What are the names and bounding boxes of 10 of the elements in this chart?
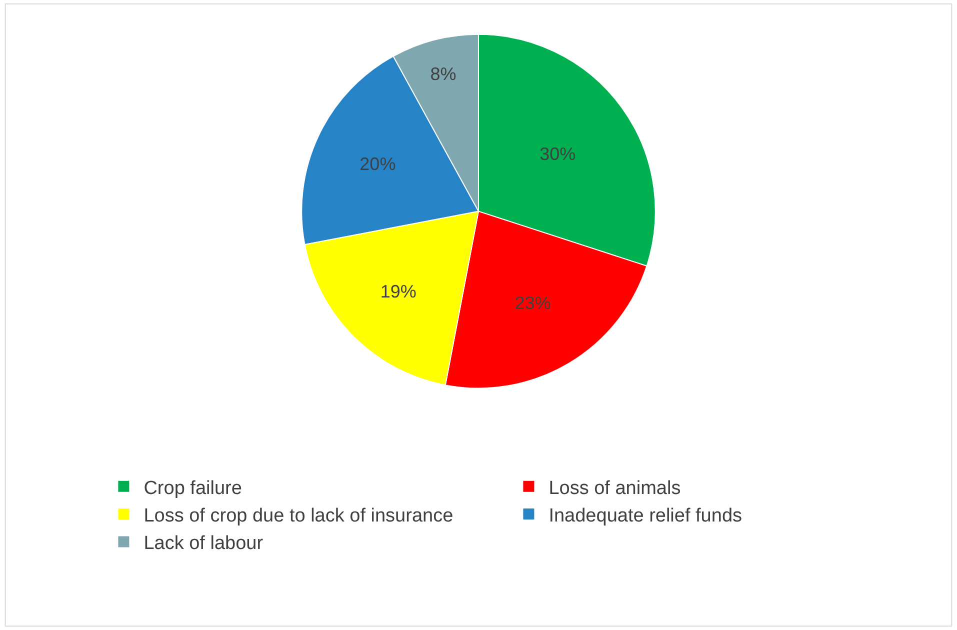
- legend-label: Crop failure: [144, 478, 242, 499]
- data-label: 23%: [514, 292, 551, 313]
- data-label: 19%: [380, 281, 416, 302]
- data-label: 30%: [540, 144, 576, 164]
- legend-label: Loss of crop due to lack of insurance: [144, 505, 454, 526]
- data-label: 8%: [430, 64, 456, 84]
- legend-label: Inadequate relief funds: [548, 505, 742, 526]
- legend-label: Lack of labour: [144, 533, 264, 554]
- legend-label: Loss of animals: [548, 478, 681, 499]
- data-label: 20%: [360, 154, 396, 174]
